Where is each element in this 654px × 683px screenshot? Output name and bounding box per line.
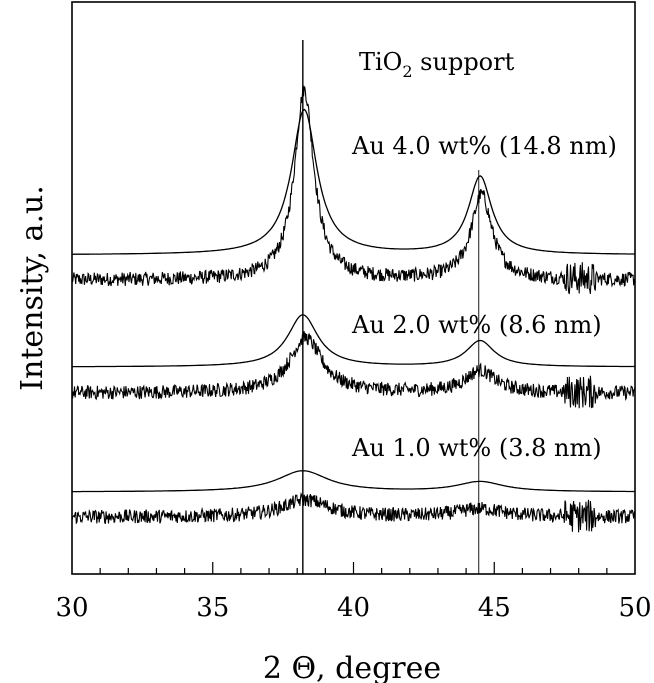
measured-pattern <box>71 491 636 533</box>
series-layer <box>71 85 636 533</box>
annotation-au-1: Au 1.0 wt% (3.8 nm) <box>351 434 602 462</box>
x-ticks: 30 35 40 45 50 <box>55 562 652 623</box>
x-tick-label: 50 <box>618 593 651 623</box>
plot-frame <box>71 1 636 575</box>
y-axis-title: Intensity, a.u. <box>15 185 50 391</box>
fitted-curve <box>72 470 635 493</box>
reference-lines <box>302 40 480 574</box>
fitted-curve <box>72 108 635 255</box>
measured-pattern <box>71 331 636 409</box>
x-tick-label: 40 <box>337 593 370 623</box>
x-tick-label: 45 <box>478 593 511 623</box>
x-tick-label: 35 <box>196 593 229 623</box>
fitted-curve <box>72 314 635 368</box>
annotation-au-2: Au 2.0 wt% (8.6 nm) <box>351 311 602 339</box>
tio2-support-label: TiO2 support <box>359 48 515 81</box>
x-tick-label: 30 <box>55 593 88 623</box>
x-axis-title: 2 Θ, degree <box>263 651 441 683</box>
measured-pattern <box>71 85 636 295</box>
annotation-au-4: Au 4.0 wt% (14.8 nm) <box>351 132 617 160</box>
